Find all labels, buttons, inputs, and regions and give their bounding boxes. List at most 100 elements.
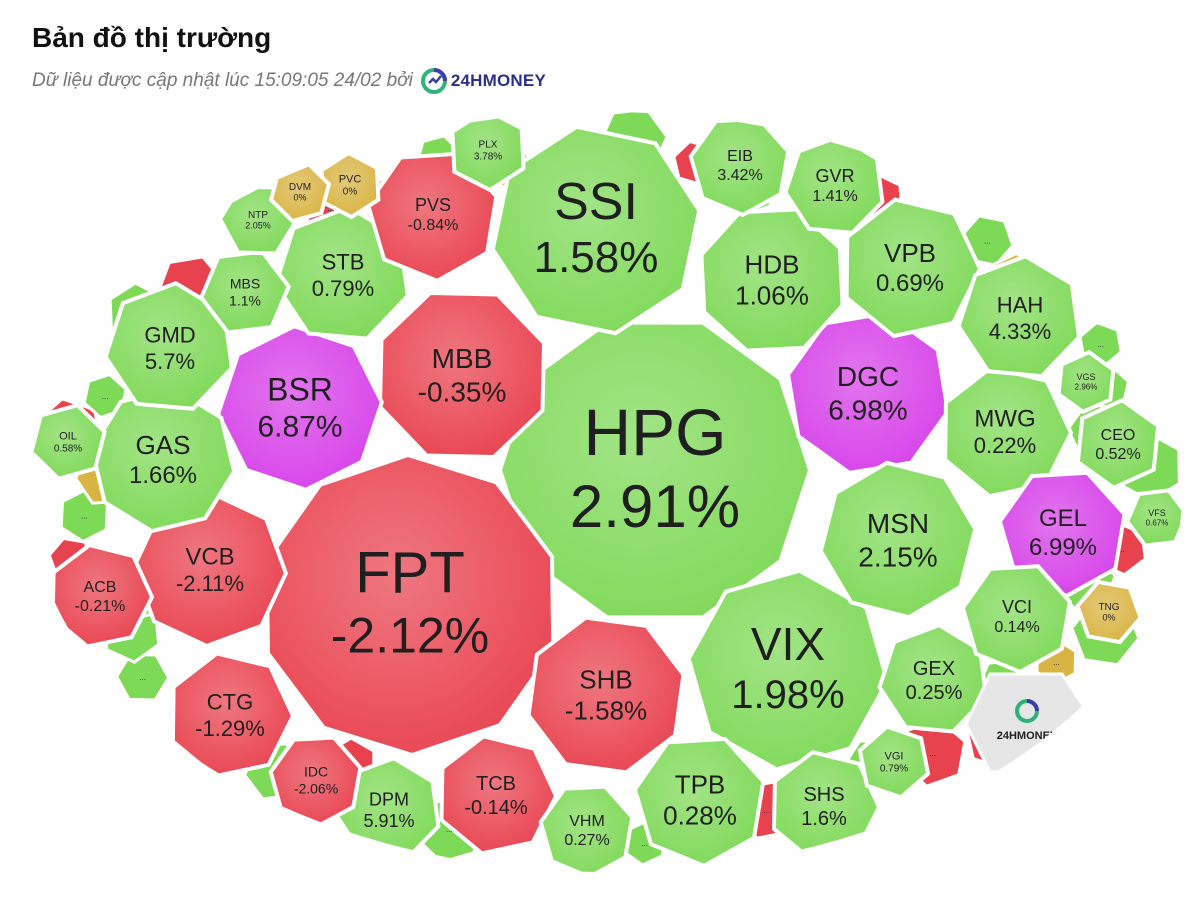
tile-change: -0.84%: [408, 217, 459, 234]
small-tile[interactable]: ...: [114, 652, 171, 702]
tile-fpt[interactable]: FPT-2.12%: [264, 452, 556, 758]
tile-ticker: SSI: [554, 173, 638, 231]
tile-sheen: [703, 211, 841, 349]
tile-ticker: VIX: [751, 618, 825, 670]
tile-ticker: FPT: [355, 541, 465, 606]
tile-tcb[interactable]: TCB-0.14%: [439, 734, 559, 856]
small-tile-label: ...: [81, 512, 88, 521]
tile-shb[interactable]: SHB-1.58%: [526, 615, 686, 775]
tile-sheen: [964, 568, 1068, 670]
tile-sheen: [1079, 583, 1139, 641]
tile-change: 2.05%: [245, 221, 271, 231]
tile-mbb[interactable]: MBB-0.35%: [377, 290, 547, 460]
tile-ticker: HPG: [583, 395, 726, 469]
tile-ticker: VHM: [569, 813, 605, 830]
tile-sheen: [174, 655, 291, 775]
tile-vcb[interactable]: VCB-2.11%: [131, 491, 289, 649]
tile-change: 1.06%: [735, 281, 809, 311]
tile-change: -0.14%: [464, 797, 528, 819]
tile-sheen: [454, 112, 522, 188]
tile-change: -2.06%: [294, 780, 338, 796]
tile-gvr[interactable]: GVR 1.41%: [783, 133, 885, 235]
tile-eib[interactable]: EIB 3.42%: [688, 116, 791, 218]
tile-ticker: ACB: [84, 579, 117, 596]
tile-change: 0%: [343, 187, 358, 198]
tile-sheen: [822, 464, 974, 616]
tile-change: 2.96%: [1075, 383, 1098, 392]
tile-sheen: [93, 390, 233, 530]
tile-sheen: [692, 120, 787, 213]
tile-change: 1.58%: [534, 233, 659, 282]
tile-sheen: [272, 739, 359, 824]
tile-ticker: STB: [322, 250, 365, 275]
tile-vhm[interactable]: VHM 0.27%: [538, 784, 635, 877]
tile-sheen: [33, 407, 103, 477]
small-tile-label: ...: [641, 839, 648, 848]
tile-ticker: OIL: [59, 431, 77, 443]
tile-ticker: VCB: [185, 544, 234, 571]
tile-change: 6.99%: [1029, 534, 1097, 561]
tile-sheen: [775, 754, 877, 858]
tile-pvs[interactable]: PVS -0.84%: [365, 151, 499, 284]
tile-ticker: GAS: [136, 430, 191, 460]
tile-change: -2.12%: [331, 608, 489, 664]
tile-ticker: VPB: [884, 238, 936, 268]
update-timestamp: Dữ liệu được cập nhật lúc 15:09:05 24/02…: [32, 70, 413, 91]
ticker-tiles-layer: HPG2.91%FPT-2.12%SSI1.58%VIX1.98%MBB-0.3…: [30, 110, 1187, 877]
small-tile-label: ...: [1097, 340, 1104, 349]
tile-change: 0.58%: [54, 444, 82, 455]
brand-badge[interactable]: 24HMONEY: [420, 68, 546, 94]
tile-ticker: DPM: [369, 790, 409, 810]
tile-sheen: [1129, 492, 1182, 544]
update-info: Dữ liệu được cập nhật lúc 15:09:05 24/02…: [32, 68, 546, 94]
tile-vci[interactable]: VCI 0.14%: [960, 564, 1072, 675]
watermark-tile: 24HMONEY: [964, 672, 1092, 774]
brand-logo-icon: [420, 68, 447, 94]
tile-change: -1.29%: [195, 716, 265, 741]
tile-ticker: IDC: [304, 764, 328, 780]
tile-change: 1.1%: [229, 292, 261, 308]
tile-ticker: DGC: [837, 361, 899, 392]
tile-sheen: [1060, 354, 1112, 410]
small-tile-label: ...: [929, 749, 936, 758]
tile-sheen: [636, 740, 762, 864]
tile-idc[interactable]: IDC-2.06%: [268, 735, 363, 829]
tile-acb[interactable]: ACB -0.21%: [50, 542, 155, 649]
tile-change: 0.52%: [1095, 446, 1140, 463]
tile-change: -1.58%: [565, 696, 647, 726]
tile-change: 0.79%: [880, 764, 908, 775]
tile-sheen: [54, 547, 150, 645]
tile-change: 0.69%: [876, 270, 944, 297]
tile-sheen: [136, 496, 284, 644]
tile-ticker: SHB: [579, 665, 632, 695]
tile-sheen: [107, 285, 230, 407]
tile-ticker: PVC: [339, 174, 362, 186]
tile-ceo[interactable]: CEO 0.52%: [1075, 397, 1161, 491]
tile-ticker: TPB: [675, 770, 726, 800]
small-tile-cell: [114, 652, 171, 702]
tile-sheen: [277, 209, 406, 337]
